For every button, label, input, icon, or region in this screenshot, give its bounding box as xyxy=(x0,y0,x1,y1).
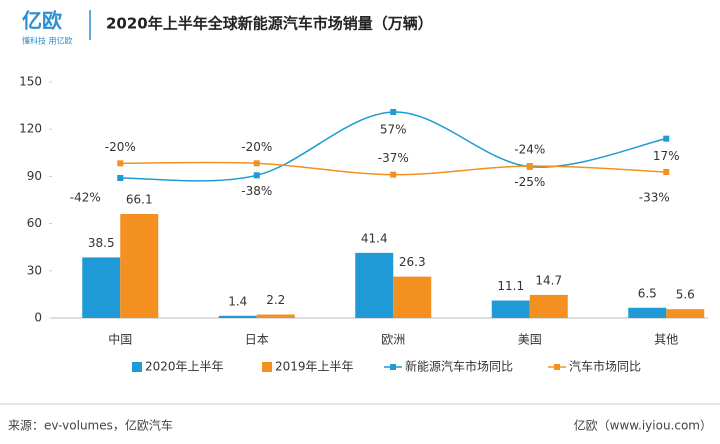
bar xyxy=(256,314,295,318)
line-marker xyxy=(390,171,397,178)
bar xyxy=(628,307,667,318)
bar-label: 38.5 xyxy=(88,236,115,250)
x-tick-label: 其他 xyxy=(654,333,678,347)
bar-label: 5.6 xyxy=(676,288,695,302)
y-tick-label: 90 xyxy=(27,169,42,183)
line-marker xyxy=(390,109,397,115)
line-marker xyxy=(117,175,124,181)
bar-label: 14.7 xyxy=(535,273,562,287)
line-marker xyxy=(526,163,533,169)
source: 来源：ev-volumes，亿欧汽车 xyxy=(8,418,173,433)
x-tick-label: 欧洲 xyxy=(381,333,405,347)
chart-title: 2020年上半年全球新能源汽车市场销量（万辆） xyxy=(106,15,433,33)
legend-label: 汽车市场同比 xyxy=(569,359,641,374)
legend-swatch xyxy=(132,362,142,372)
line-label: -42% xyxy=(70,191,101,205)
logo: 亿欧 xyxy=(22,9,62,33)
bar-label: 26.3 xyxy=(399,255,426,269)
bar-label: 6.5 xyxy=(638,286,657,300)
line-label: -38% xyxy=(241,184,272,198)
bar xyxy=(491,300,530,318)
legend-label: 新能源汽车市场同比 xyxy=(405,359,513,374)
bar xyxy=(666,309,705,318)
line-label: -25% xyxy=(514,175,545,189)
line-label: 57% xyxy=(380,123,407,137)
x-tick-label: 中国 xyxy=(108,332,132,347)
line-label: -37% xyxy=(378,151,409,165)
bar xyxy=(82,257,121,318)
line-marker xyxy=(117,160,124,167)
line-marker xyxy=(253,160,260,167)
y-tick-label: 60 xyxy=(27,216,42,230)
line-marker xyxy=(253,172,260,179)
bar xyxy=(218,315,257,318)
y-tick-label: 0 xyxy=(34,311,42,325)
legend-label: 2020年上半年 xyxy=(145,360,224,374)
x-tick-label: 美国 xyxy=(518,333,542,347)
legend-label: 2019年上半年 xyxy=(275,360,354,374)
site: 亿欧（www.iyiou.com） xyxy=(574,418,712,433)
bar-label: 2.2 xyxy=(266,293,285,307)
line-label: -20% xyxy=(241,140,272,154)
line-label: 17% xyxy=(653,149,680,163)
bar xyxy=(355,252,394,318)
bar-label: 11.1 xyxy=(497,279,524,293)
line-marker xyxy=(663,135,670,142)
bar-label: 66.1 xyxy=(126,193,153,207)
line-label: -20% xyxy=(105,140,136,154)
legend-swatch xyxy=(390,364,396,370)
y-tick-label: 30 xyxy=(27,263,42,277)
legend-swatch xyxy=(262,362,272,372)
line-marker xyxy=(663,169,670,175)
bar xyxy=(393,276,432,318)
y-tick-label: 120 xyxy=(19,122,42,136)
line-label: -33% xyxy=(639,191,670,205)
bar-label: 1.4 xyxy=(228,294,247,308)
line-label: -24% xyxy=(514,143,545,157)
bar-label: 41.4 xyxy=(361,231,388,245)
y-tick-label: 150 xyxy=(19,75,42,89)
bar xyxy=(120,214,159,318)
bar xyxy=(529,294,568,318)
x-tick-label: 日本 xyxy=(245,333,269,347)
logo-slogan: 懂科技 用亿欧 xyxy=(22,36,73,46)
legend-swatch xyxy=(554,364,560,370)
